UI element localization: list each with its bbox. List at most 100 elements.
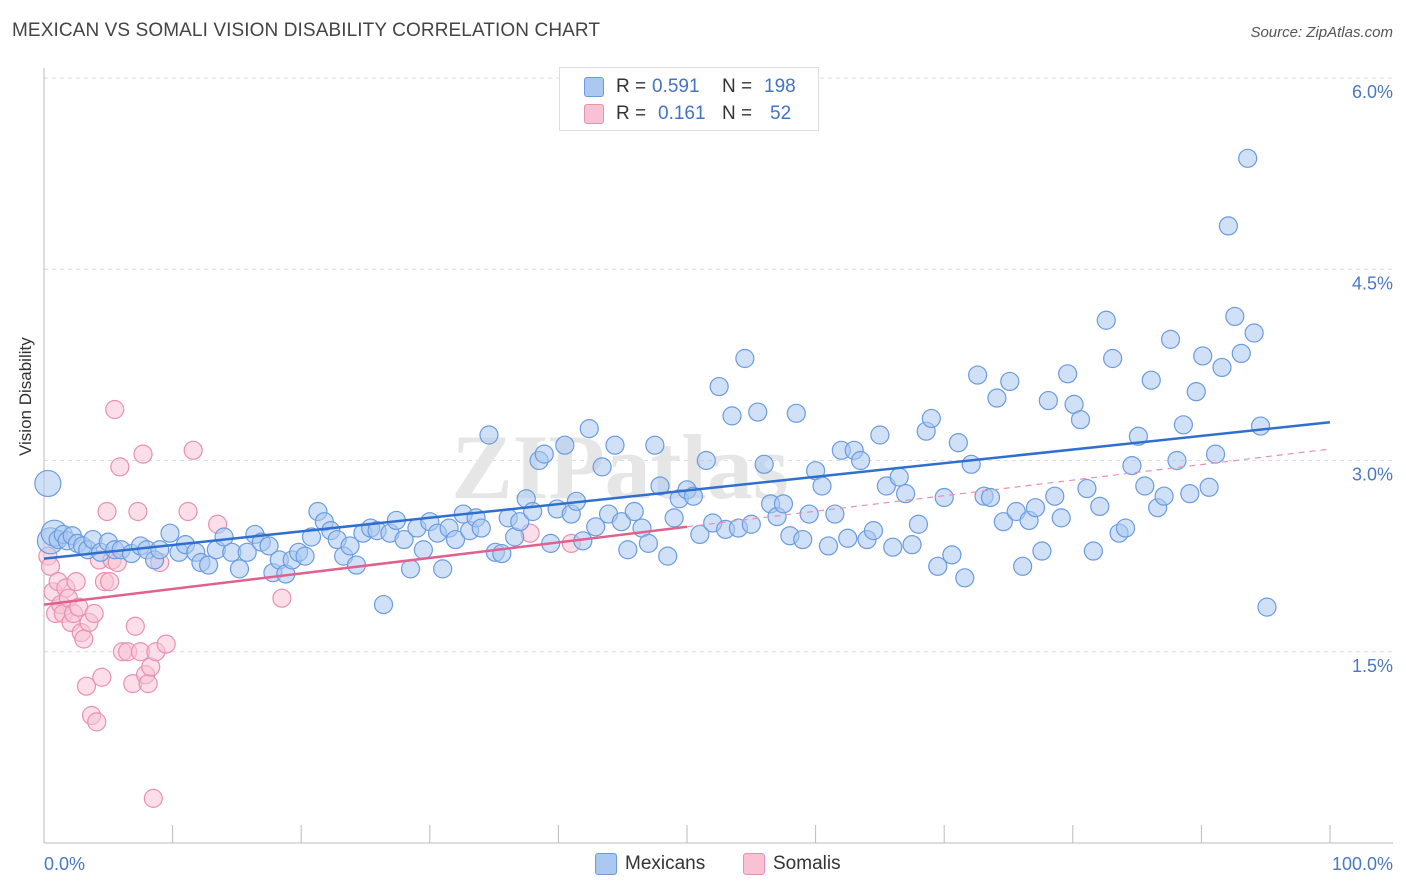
data-point-mexicans [433, 559, 453, 579]
data-point-mexicans [1231, 343, 1251, 363]
x-tick-labels: 0.0% 100.0% [44, 854, 1393, 874]
data-point-mexicans [908, 514, 929, 534]
trend-lines [43, 421, 1331, 606]
data-point-somalis [272, 588, 292, 608]
data-point-somalis [66, 572, 86, 592]
data-point-mexicans [902, 535, 922, 555]
legend-r-value: 0.591 [652, 76, 700, 97]
data-point-mexicans [664, 508, 684, 528]
data-point-mexicans [1051, 508, 1071, 528]
data-point-mexicans [618, 540, 638, 560]
data-point-mexicans [373, 594, 394, 615]
data-point-mexicans [1122, 456, 1142, 476]
data-point-mexicans [942, 545, 962, 565]
data-point-mexicans [968, 365, 988, 385]
data-point-mexicans [1154, 486, 1174, 506]
data-point-somalis [74, 629, 94, 649]
y-tick-label: 3.0% [1352, 465, 1393, 485]
data-point-mexicans [889, 467, 909, 487]
data-point-mexicans [295, 546, 315, 566]
data-point-mexicans [735, 348, 755, 369]
data-point-mexicans [1244, 323, 1264, 343]
data-point-mexicans [1193, 346, 1213, 366]
stats-legend: R = 0.591 N = 198 R = 0.161 N = 52 [559, 67, 819, 131]
chart-title: MEXICAN VS SOMALI VISION DISABILITY CORR… [12, 20, 601, 41]
data-point-mexicans [150, 540, 170, 560]
data-point-mexicans [1180, 484, 1200, 504]
data-point-mexicans [948, 433, 968, 453]
y-tick-label: 1.5% [1352, 656, 1393, 676]
data-point-somalis [133, 444, 153, 464]
data-point-mexicans [1186, 382, 1206, 402]
data-point-somalis [99, 572, 120, 592]
data-point-mexicans [799, 504, 819, 524]
data-point-mexicans [722, 406, 742, 426]
axes [43, 68, 1393, 844]
data-point-mexicans [851, 450, 871, 471]
data-point-mexicans [754, 454, 774, 474]
legend-swatch-mexicans [584, 77, 604, 97]
data-point-mexicans [301, 527, 322, 547]
data-point-mexicans [993, 512, 1013, 532]
data-point-somalis [156, 634, 176, 654]
data-point-mexicans [748, 402, 768, 422]
data-point-mexicans [413, 540, 433, 560]
legend-r-value: 0.161 [658, 103, 706, 124]
data-point-mexicans [229, 559, 250, 579]
watermark: ZIPatlas [451, 416, 788, 518]
data-point-mexicans [921, 408, 941, 429]
data-point-mexicans [214, 527, 234, 547]
data-point-mexicans [592, 457, 612, 477]
data-point-mexicans [1096, 310, 1116, 330]
data-point-mexicans [259, 536, 279, 556]
trend-extension-somalis [686, 448, 1331, 528]
data-point-mexicans [773, 494, 794, 514]
data-point-mexicans [479, 425, 499, 445]
data-point-mexicans [510, 512, 530, 532]
data-point-mexicans [863, 521, 884, 541]
data-point-mexicans [1250, 416, 1271, 436]
data-points [34, 148, 1277, 808]
x-tick-label: 0.0% [44, 854, 85, 874]
data-point-somalis [105, 399, 125, 420]
data-point-somalis [138, 674, 158, 694]
data-point-mexicans [1205, 444, 1226, 464]
data-point-mexicans [896, 484, 916, 504]
data-point-mexicans [1000, 371, 1020, 392]
data-point-mexicans [1212, 357, 1232, 378]
data-point-somalis [110, 457, 130, 477]
bottom-legend-label-mexicans: Mexicans [625, 853, 706, 874]
data-point-mexicans [160, 523, 180, 543]
data-point-somalis [84, 603, 104, 624]
data-point-mexicans [709, 376, 729, 397]
data-point-mexicans [400, 559, 421, 579]
data-point-mexicans [555, 435, 575, 455]
bottom-legend-label-somalis: Somalis [773, 853, 841, 874]
data-point-mexicans [471, 518, 491, 538]
data-point-mexicans [1038, 390, 1058, 411]
data-point-mexicans [199, 555, 219, 575]
bottom-legend-swatch-somalis [743, 853, 765, 875]
data-point-mexicans [683, 486, 704, 506]
data-point-mexicans [534, 444, 554, 464]
data-point-somalis [183, 440, 203, 460]
data-point-mexicans [1077, 478, 1097, 499]
data-point-mexicans [1115, 518, 1136, 538]
data-point-somalis [143, 788, 163, 808]
data-point-mexicans [883, 537, 903, 557]
data-point-mexicans [934, 487, 954, 508]
legend-n-value: 52 [770, 103, 792, 124]
legend-swatch-somalis [584, 104, 604, 124]
data-point-mexicans [624, 501, 644, 522]
data-point-mexicans [1141, 370, 1161, 390]
data-point-mexicans [638, 533, 659, 553]
data-point-mexicans [1032, 541, 1052, 561]
data-point-somalis [76, 676, 97, 696]
data-point-mexicans [928, 556, 948, 576]
data-point-mexicans [1167, 450, 1187, 471]
data-point-mexicans [1058, 364, 1078, 384]
data-point-mexicans [394, 529, 414, 550]
trend-line-somalis [43, 525, 688, 606]
data-point-mexicans [818, 536, 839, 556]
data-point-somalis [128, 501, 148, 522]
